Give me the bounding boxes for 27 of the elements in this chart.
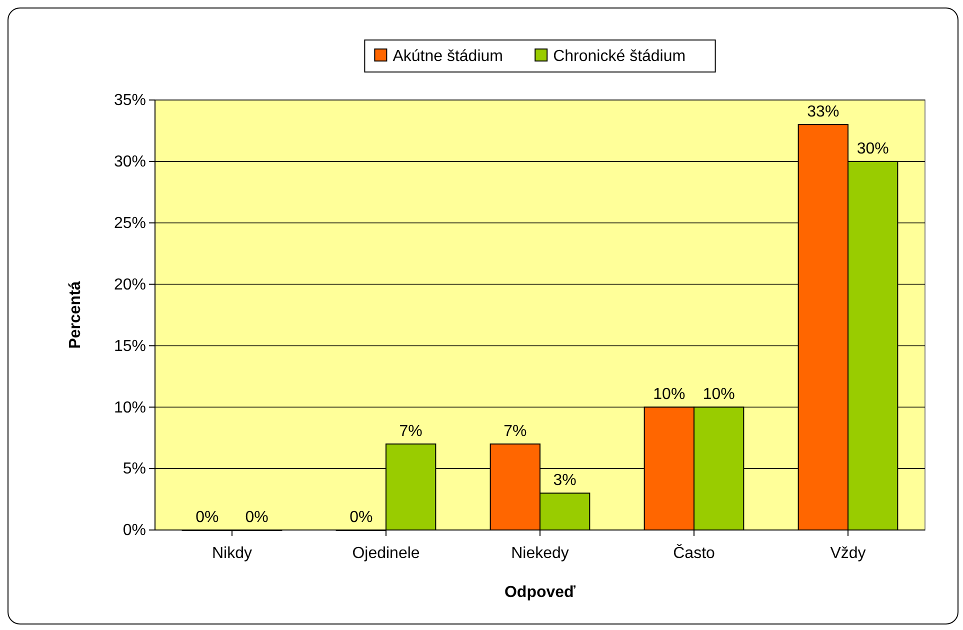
data-label: 10% <box>653 386 686 404</box>
x-axis-title: Odpoveď <box>504 584 576 601</box>
data-label: 7% <box>504 423 527 440</box>
y-tick-label: 15% <box>114 338 146 355</box>
data-label: 3% <box>553 472 576 490</box>
x-tick-label: Často <box>673 544 715 562</box>
y-axis-title: Percentá <box>67 281 84 349</box>
x-tick-label: Niekedy <box>511 545 569 562</box>
y-tick-label: 30% <box>114 154 146 171</box>
data-label: 33% <box>807 104 840 121</box>
y-tick-label: 25% <box>114 214 146 232</box>
x-tick-label: Vždy <box>830 545 866 562</box>
data-label: 30% <box>856 140 889 158</box>
y-tick-label: 35% <box>114 92 146 110</box>
legend-label: Chronické štádium <box>553 48 686 65</box>
data-label: 0% <box>245 509 268 526</box>
legend-label: Akútne štádium <box>392 48 503 65</box>
y-tick-label: 10% <box>114 399 146 416</box>
data-label: 10% <box>702 386 735 404</box>
data-label: 7% <box>399 423 422 440</box>
data-label: 0% <box>350 509 373 526</box>
y-tick-label: 0% <box>122 522 146 540</box>
x-tick-label: Nikdy <box>212 545 252 562</box>
y-tick-label: 5% <box>122 460 146 478</box>
y-tick-label: 20% <box>114 276 146 294</box>
x-tick-label: Ojedinele <box>352 545 420 562</box>
data-label: 0% <box>196 509 219 526</box>
